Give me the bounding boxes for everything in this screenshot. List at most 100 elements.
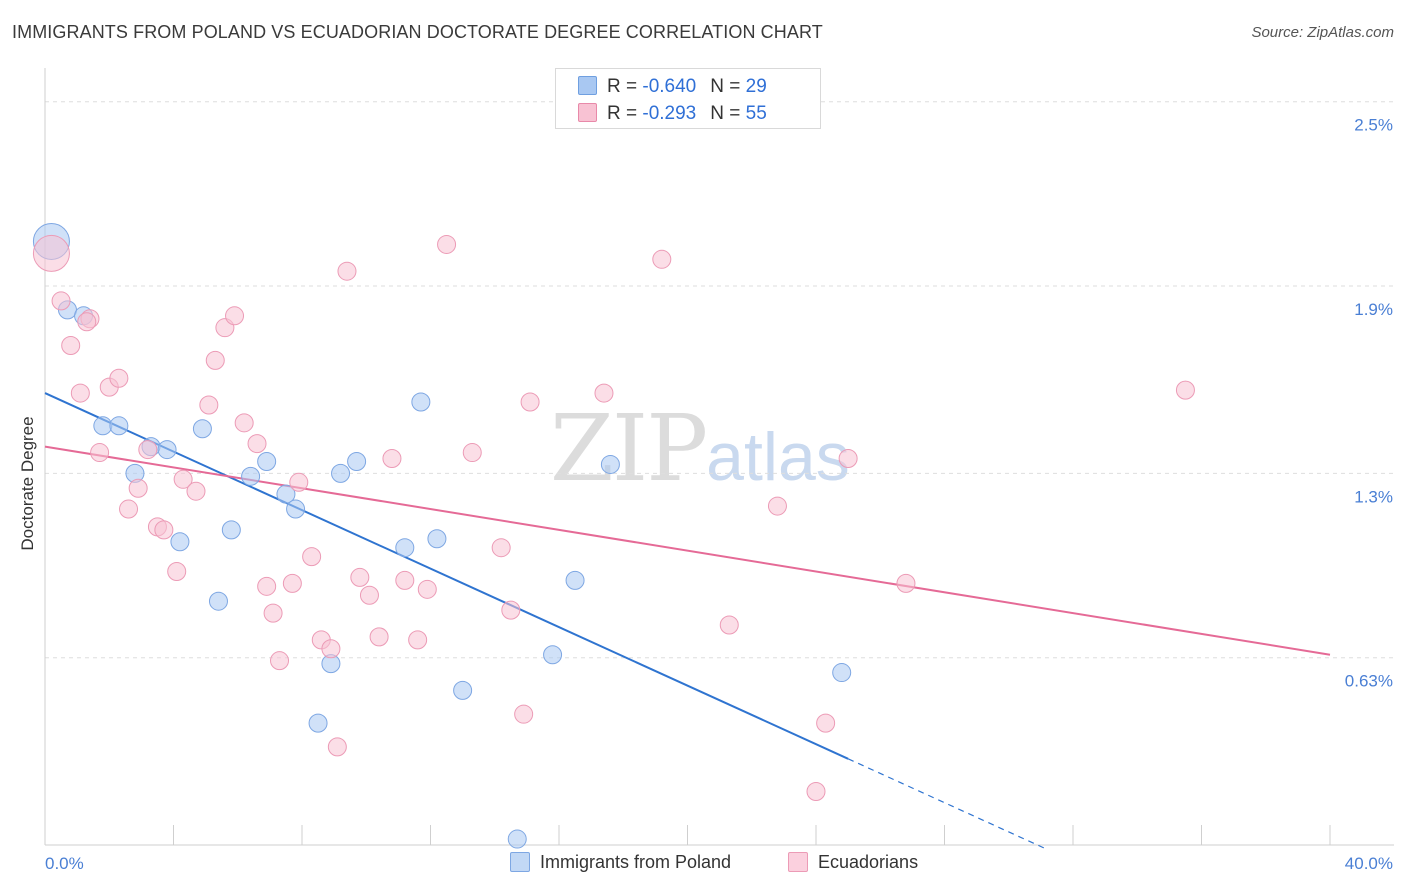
y-tick-label: 1.3% — [1354, 487, 1393, 506]
trend-lines — [44, 392, 1331, 851]
ecuadorians-point — [247, 434, 267, 454]
poland-point — [276, 484, 296, 504]
tick-labels: 0.63% 1.3% 1.9% 2.5% 0.0% 40.0% Doctorate Degr… — [18, 116, 1393, 873]
poland-point — [286, 499, 306, 519]
poland-point — [109, 416, 129, 436]
poland-point — [453, 680, 473, 700]
ecuadorians-point — [462, 443, 482, 463]
legend-row-ecuadorians: R = -0.293 N = 55 — [578, 103, 767, 127]
ecuadorians-point — [806, 781, 826, 801]
ecuadorians-point — [594, 383, 614, 403]
ecuadorians-point — [838, 449, 858, 468]
bottom-legend-swatch-ecuadorians — [788, 852, 808, 872]
ecuadorians-point — [128, 478, 148, 498]
ecuadorians-point — [417, 579, 437, 599]
ecuadorians-point — [119, 499, 139, 519]
ecuadorians-point — [896, 573, 916, 593]
ecuadorians-point — [395, 570, 415, 590]
poland-point — [93, 416, 113, 436]
ecuadorians-point — [61, 336, 81, 356]
legend-n-label: N = — [710, 103, 746, 124]
ecuadorians-point — [408, 630, 428, 650]
ecuadorians-point — [437, 234, 457, 254]
ecuadorians-point — [321, 639, 341, 659]
poland-point — [221, 520, 241, 540]
bottom-legend-swatch-poland — [510, 852, 530, 872]
poland-point — [257, 451, 277, 471]
ecuadorians-point — [173, 469, 193, 489]
ecuadorians-point — [302, 547, 322, 567]
poland-trend-line — [44, 392, 849, 760]
legend-row-poland: R = -0.640 N = 29 — [578, 76, 767, 100]
chart-title: IMMIGRANTS FROM POLAND VS ECUADORIAN DOC… — [12, 22, 823, 42]
ecuadorians-point — [70, 383, 90, 403]
watermark-zip: ZIP — [550, 395, 708, 502]
bottom-legend-label-poland: Immigrants from Poland — [540, 852, 732, 872]
poland-point — [331, 463, 351, 483]
legend-r-value: -0.640 — [642, 76, 697, 97]
grid-lines — [45, 101, 1394, 659]
y-tick-label: 1.9% — [1354, 300, 1393, 319]
x-tick-label-min: 0.0% — [45, 854, 84, 873]
y-tick-label: 2.5% — [1354, 116, 1393, 135]
ecuadorians-point — [138, 440, 158, 460]
bottom-legend-label-ecuadorians: Ecuadorians — [818, 852, 919, 872]
ecuadorians-point — [154, 520, 174, 540]
poland-point — [543, 645, 563, 665]
legend-swatch-poland — [578, 76, 597, 95]
poland-trend-extension — [847, 758, 1048, 851]
ecuadorians-point — [234, 413, 254, 433]
ecuadorians-point — [263, 603, 283, 623]
poland-point — [208, 591, 228, 611]
legend-n-label: N = — [710, 76, 746, 97]
ecuadorians-point — [767, 496, 787, 516]
legend-r-label: R = — [607, 76, 643, 97]
ecuadorians-point — [520, 392, 540, 412]
poland-point — [507, 829, 527, 849]
ecuadorians-point — [167, 561, 187, 581]
legend-swatch-ecuadorians — [578, 103, 597, 122]
legend-r-label: R = — [607, 103, 643, 124]
ecuadorians-point — [32, 234, 70, 272]
ecuadorians-point — [359, 585, 379, 605]
poland-point — [600, 454, 620, 474]
ecuadorians-point — [205, 350, 225, 370]
legend-r-value: -0.293 — [642, 103, 697, 124]
poland-point — [427, 529, 447, 549]
ecuadorians-point — [225, 306, 245, 326]
ecuadorians-point — [369, 627, 389, 647]
source-label: Source: ZipAtlas.com — [1251, 24, 1394, 41]
ecuadorians-point — [257, 576, 277, 596]
watermark: ZIPatlas — [550, 395, 850, 502]
ecuadorians-point — [270, 651, 290, 671]
poland-point — [157, 440, 177, 460]
ecuadorians-point — [77, 312, 97, 332]
poland-point — [241, 466, 261, 486]
ecuadorians-point — [289, 472, 309, 492]
poland-point — [411, 392, 431, 412]
ecuadorians-point — [199, 395, 219, 415]
data-points — [32, 222, 1195, 849]
ecuadorians-point — [816, 713, 836, 733]
ecuadorians-point — [491, 538, 511, 558]
x-tick-label-max: 40.0% — [1345, 854, 1393, 873]
legend-n-value: 55 — [745, 103, 767, 124]
ecuadorians-point — [719, 615, 739, 635]
axes — [44, 68, 1394, 846]
poland-point — [192, 419, 212, 439]
poland-point — [395, 538, 415, 558]
bottom-legend-poland: Immigrants from Poland — [510, 852, 731, 873]
poland-point — [565, 570, 585, 590]
ecuadorians-trend-line — [44, 445, 1331, 656]
y-axis-label: Doctorate Degree — [18, 416, 37, 550]
poland-point — [308, 713, 328, 733]
watermark-atlas: atlas — [706, 419, 850, 495]
ecuadorians-point — [282, 573, 302, 593]
correlation-legend: R = -0.640 N = 29 R = -0.293 N = 55 — [555, 68, 821, 129]
bottom-legend-ecuadorians: Ecuadorians — [788, 852, 918, 873]
legend-n-value: 29 — [745, 76, 767, 97]
ecuadorians-point — [327, 737, 347, 757]
ecuadorians-point — [90, 443, 110, 463]
poland-point — [832, 663, 852, 683]
